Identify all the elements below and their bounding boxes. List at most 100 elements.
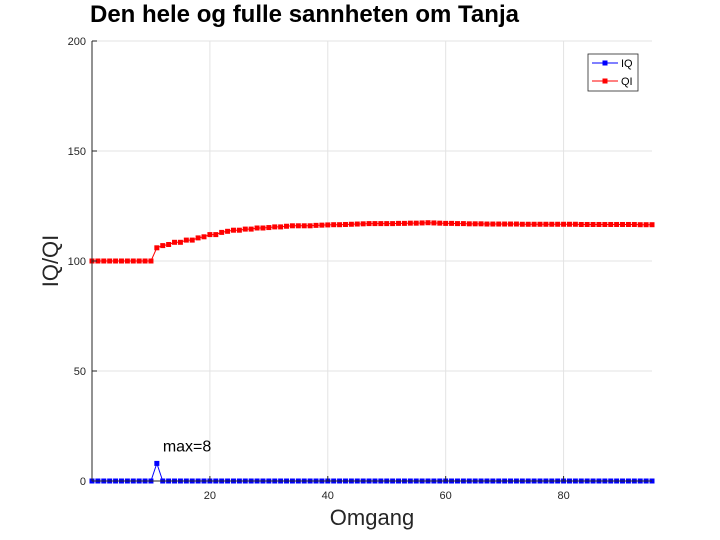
y-tick-label: 150 [68,146,86,158]
data-point-qi [331,222,337,228]
data-point-qi [124,258,130,264]
data-point-qi [378,221,384,227]
data-point-qi [525,221,531,227]
data-point-qi [584,221,590,227]
data-point-qi [136,258,142,264]
data-point-qi [537,221,543,227]
x-axis-label: Omgang [330,505,414,530]
data-point-qi [248,226,254,232]
data-point-qi [313,222,319,228]
data-point-qi [496,221,502,227]
data-point-qi [101,258,107,264]
data-point-qi [390,221,396,227]
data-point-qi [307,223,313,229]
data-point-qi [425,220,431,226]
data-point-qi [154,245,160,251]
series-qi [89,220,655,264]
data-point-qi [242,226,248,232]
data-point-qi [342,221,348,227]
legend-box [587,53,639,92]
data-point-qi [160,243,166,249]
data-point-qi [272,224,278,230]
x-tick-label: 40 [322,490,334,502]
data-point-qi [301,223,307,229]
data-point-qi [201,234,207,240]
x-tick-label: 80 [557,490,569,502]
data-point-qi [401,220,407,226]
data-point-qi [278,224,284,230]
data-point-qi [543,221,549,227]
data-point-qi [407,220,413,226]
data-point-qi [166,242,172,247]
legend-marker-iq [602,60,608,66]
data-point-qi [348,221,354,227]
data-point-qi [608,221,614,227]
data-point-qi [236,227,242,233]
data-point-qi [219,229,225,235]
y-tick-label: 0 [80,476,86,488]
data-point-qi [478,221,484,227]
data-point-qi [354,221,360,227]
data-point-qi [207,232,213,238]
x-tick-label: 60 [440,490,452,502]
data-point-qi [396,220,402,226]
data-point-qi [284,223,290,229]
annotation: max=8 [163,438,212,455]
data-point-qi [148,258,154,264]
y-tick-label: 200 [68,36,86,48]
data-point-qi [460,221,466,227]
data-point-qi [189,237,195,243]
data-point-qi [513,221,519,227]
data-point-qi [366,221,372,227]
data-point-qi [484,221,490,227]
legend: IQ QI [587,53,639,92]
max-annotation-text: max=8 [163,438,212,455]
data-point-qi [384,221,390,227]
data-point-qi [590,221,596,227]
data-point-qi [472,221,478,227]
data-point-qi [360,221,366,227]
data-point-iq [154,460,160,466]
axes [91,40,652,482]
data-point-qi [142,258,148,264]
data-point-qi [372,221,378,227]
data-point-qi [195,235,201,241]
data-point-qi [431,220,437,226]
data-point-qi [443,220,449,226]
data-point-qi [107,258,113,264]
legend-label-qi: QI [621,76,633,88]
data-point-qi [95,258,101,264]
data-point-qi [649,222,655,228]
data-point-qi [337,222,343,228]
data-point-qi [319,222,325,228]
data-point-qi [225,228,231,234]
data-point-qi [466,221,472,227]
data-point-qi [177,239,183,245]
data-point-qi [643,222,649,228]
data-point-qi [419,220,425,226]
y-axis-label: IQ/QI [38,235,63,288]
data-point-qi [614,221,620,227]
data-point-qi [230,227,236,233]
data-point-qi [254,225,260,231]
data-point-qi [172,239,178,245]
data-point-qi [508,221,514,227]
data-point-qi [602,221,608,227]
data-point-qi [118,258,124,264]
data-point-qi [596,221,602,227]
data-point-qi [437,220,443,226]
data-point-qi [325,222,331,228]
data-point-qi [454,221,460,227]
data-point-qi [572,221,578,227]
data-point-qi [183,237,189,243]
data-point-qi [289,223,295,229]
data-point-qi [260,225,266,231]
y-tick-label: 100 [68,256,86,268]
legend-marker-qi [602,78,608,84]
data-point-qi [213,232,219,238]
data-point-qi [555,221,561,227]
data-point-qi [620,221,626,227]
data-point-qi [490,221,496,227]
data-point-qi [413,220,419,226]
